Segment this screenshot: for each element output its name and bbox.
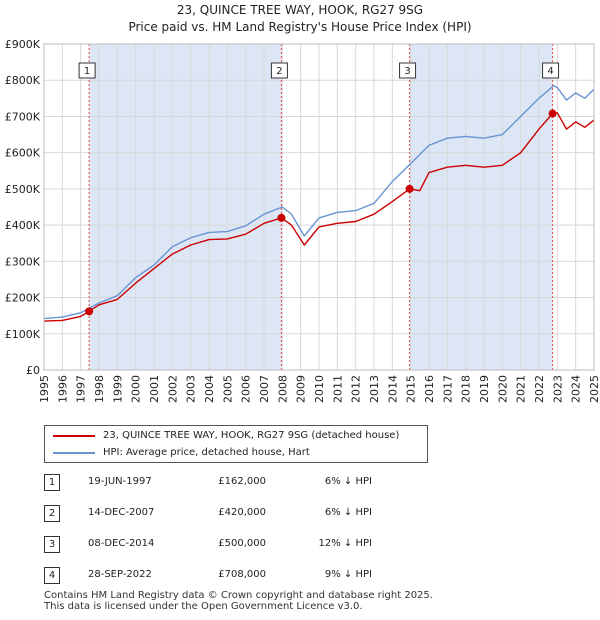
- sale-date: 28-SEP-2022: [88, 569, 152, 580]
- sale-point: [85, 307, 94, 316]
- sale-point: [548, 109, 557, 118]
- x-tick-label: 2021: [515, 375, 528, 403]
- legend-swatch-property: [53, 435, 95, 437]
- x-tick-label: 2009: [295, 375, 308, 403]
- y-tick-label: £100K: [5, 328, 41, 341]
- sale-row: 2 14-DEC-2007 £420,000 6% ↓ HPI: [40, 503, 460, 523]
- x-tick-label: 2018: [460, 375, 473, 403]
- x-tick-label: 1999: [111, 375, 124, 403]
- x-tick-label: 2025: [588, 375, 600, 403]
- y-tick-label: £300K: [5, 255, 41, 268]
- sale-hpi-diff: 6% ↓ HPI: [324, 507, 372, 518]
- sale-price: £708,000: [218, 569, 266, 580]
- sale-point: [405, 184, 414, 193]
- y-tick-label: £0: [26, 364, 40, 377]
- x-tick-label: 2006: [240, 375, 253, 403]
- sale-date: 08-DEC-2014: [88, 538, 155, 549]
- x-tick-label: 2008: [276, 375, 289, 403]
- y-tick-label: £900K: [5, 38, 41, 51]
- x-tick-label: 1996: [56, 375, 69, 403]
- x-tick-label: 2017: [441, 375, 454, 403]
- y-tick-label: £200K: [5, 292, 41, 305]
- sale-row: 4 28-SEP-2022 £708,000 9% ↓ HPI: [40, 565, 460, 585]
- sale-row: 3 08-DEC-2014 £500,000 12% ↓ HPI: [40, 534, 460, 554]
- sale-marker-label: 4: [547, 66, 553, 77]
- sale-row: 1 19-JUN-1997 £162,000 6% ↓ HPI: [40, 472, 460, 492]
- x-tick-label: 2000: [130, 375, 143, 403]
- x-tick-label: 2012: [350, 375, 363, 403]
- x-tick-label: 2002: [166, 375, 179, 403]
- y-tick-label: £700K: [5, 110, 41, 123]
- series-line-hpi: [43, 85, 595, 320]
- x-tick-label: 1997: [75, 375, 88, 403]
- series-lines: [43, 85, 595, 322]
- sale-marker-badge: 2: [44, 505, 60, 522]
- y-tick-label: £800K: [5, 74, 41, 87]
- sale-marker-label: 2: [276, 66, 282, 77]
- ownership-period: [89, 44, 282, 370]
- sale-point: [277, 213, 286, 222]
- price-chart: 23, QUINCE TREE WAY, HOOK, RG27 9SG Pric…: [5, 3, 600, 403]
- legend-swatch-hpi: [53, 452, 95, 454]
- sale-hpi-diff: 6% ↓ HPI: [324, 476, 372, 487]
- x-tick-label: 2001: [148, 375, 161, 403]
- x-tick-label: 2010: [313, 375, 326, 403]
- chart-subtitle: Price paid vs. HM Land Registry's House …: [128, 20, 471, 34]
- x-tick-label: 2022: [533, 375, 546, 403]
- sale-date: 14-DEC-2007: [88, 507, 155, 518]
- footer-copyright: Contains HM Land Registry data © Crown c…: [44, 590, 433, 601]
- x-tick-label: 2015: [405, 375, 418, 403]
- x-tick-label: 2020: [496, 375, 509, 403]
- legend: 23, QUINCE TREE WAY, HOOK, RG27 9SG (det…: [44, 425, 428, 463]
- sale-marker-label: 3: [404, 66, 410, 77]
- x-tick-label: 2019: [478, 375, 491, 403]
- sale-marker-box: [542, 62, 560, 79]
- x-tick-label: 2024: [570, 375, 583, 403]
- x-tick-label: 2016: [423, 375, 436, 403]
- x-tick-label: 2014: [386, 375, 399, 403]
- footer: Contains HM Land Registry data © Crown c…: [44, 590, 433, 612]
- plot-frame: [43, 43, 595, 371]
- axes: £0 £100K £200K £300K £400K £500K £600K £700K £80…: [5, 38, 600, 403]
- x-tick-label: 2004: [203, 375, 216, 403]
- ownership-shading: [89, 44, 553, 370]
- sale-marker-box: [399, 62, 417, 79]
- x-tick-label: 1995: [38, 375, 51, 403]
- sale-marker-label: 1: [84, 66, 90, 77]
- grid: [43, 43, 595, 371]
- x-tick-label: 2023: [551, 375, 564, 403]
- chart-title: 23, QUINCE TREE WAY, HOOK, RG27 9SG: [177, 3, 423, 17]
- x-tick-label: 2005: [221, 375, 234, 403]
- sale-marker-badge: 1: [44, 474, 60, 491]
- x-tick-label: 2011: [331, 375, 344, 403]
- sale-marker-box: [78, 62, 96, 79]
- sale-hpi-diff: 12% ↓ HPI: [318, 538, 372, 549]
- sale-price: £162,000: [218, 476, 266, 487]
- series-line-property: [43, 112, 595, 322]
- sale-price: £420,000: [218, 507, 266, 518]
- x-tick-label: 1998: [93, 375, 106, 403]
- ownership-period: [409, 44, 553, 370]
- sale-marker-badge: 4: [44, 567, 60, 584]
- sale-date: 19-JUN-1997: [88, 476, 152, 487]
- y-tick-label: £600K: [5, 147, 41, 160]
- sale-price: £500,000: [218, 538, 266, 549]
- x-tick-label: 2007: [258, 375, 271, 403]
- x-tick-label: 2013: [368, 375, 381, 403]
- sale-marker-box: [270, 62, 288, 79]
- legend-label-property: 23, QUINCE TREE WAY, HOOK, RG27 9SG (det…: [103, 430, 400, 441]
- sale-markers: 1 2 3 4: [78, 62, 560, 79]
- y-tick-label: £500K: [5, 183, 41, 196]
- footer-licence: This data is licensed under the Open Gov…: [44, 601, 363, 612]
- sale-hpi-diff: 9% ↓ HPI: [324, 569, 372, 580]
- x-tick-label: 2003: [185, 375, 198, 403]
- sale-marker-badge: 3: [44, 536, 60, 553]
- sale-points: [85, 109, 557, 316]
- y-tick-label: £400K: [5, 219, 41, 232]
- legend-label-hpi: HPI: Average price, detached house, Hart: [103, 447, 310, 458]
